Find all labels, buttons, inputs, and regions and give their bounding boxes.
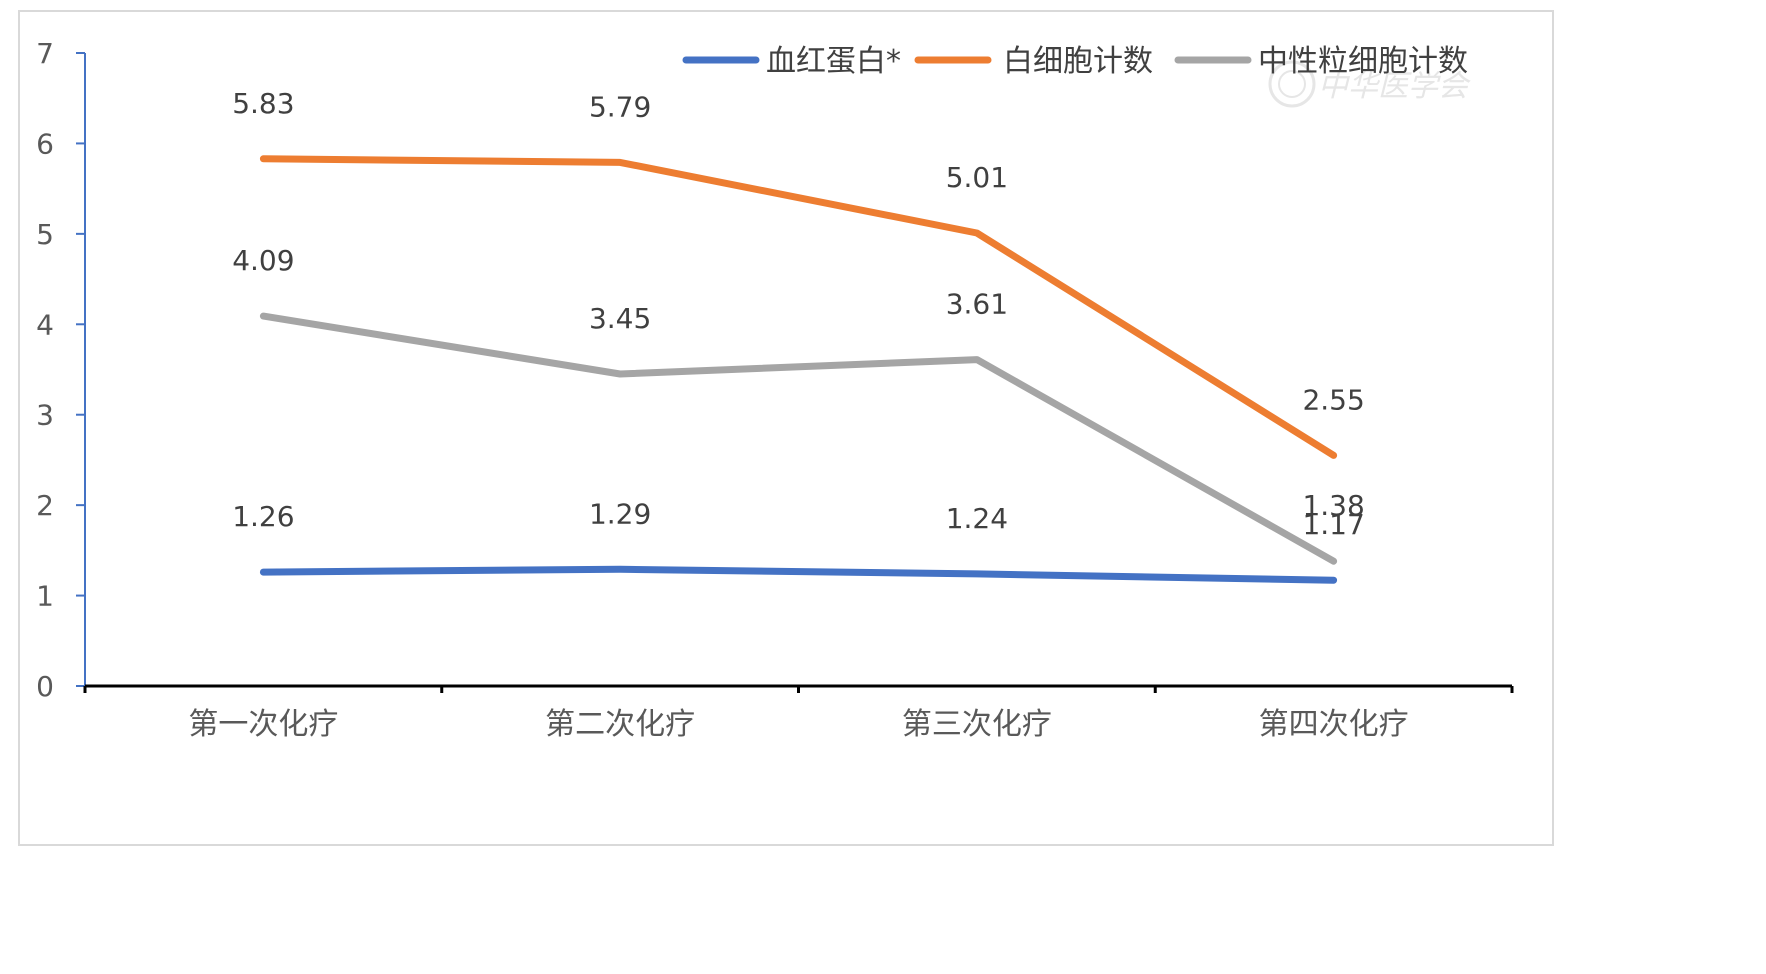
series-line-2 — [259, 312, 1338, 565]
data-label: 5.01 — [946, 161, 1008, 194]
data-label: 2.55 — [1302, 383, 1364, 416]
y-tick-label: 7 — [36, 37, 54, 70]
data-label: 1.24 — [946, 502, 1008, 535]
legend-label: 中性粒细胞计数 — [1258, 44, 1468, 79]
series-line-0 — [259, 565, 1338, 584]
y-tick-label: 5 — [36, 218, 54, 251]
data-label: 1.26 — [232, 500, 294, 533]
x-category-label: 第二次化疗 — [545, 707, 695, 742]
y-tick-label: 4 — [36, 308, 54, 341]
x-category-label: 第四次化疗 — [1259, 707, 1409, 742]
x-category-label: 第三次化疗 — [902, 707, 1052, 742]
y-tick-label: 6 — [36, 127, 54, 160]
data-label: 5.79 — [589, 90, 651, 123]
data-label: 5.83 — [232, 87, 294, 120]
legend-label: 白细胞计数 — [1003, 44, 1153, 79]
legend: 血红蛋白* 白细胞计数 中性粒细胞计数 — [682, 44, 1468, 79]
axes: 0 1 2 3 4 5 6 7 第一次化疗 第二次化疗 第三次化疗 第四次化疗 — [36, 37, 1514, 742]
data-label: 3.45 — [589, 302, 651, 335]
data-label: 1.17 — [1302, 508, 1364, 541]
legend-label: 血红蛋白* — [766, 44, 901, 79]
data-label: 1.29 — [589, 497, 651, 530]
series-line-1 — [259, 155, 1338, 459]
data-label: 1.38 — [1302, 489, 1364, 522]
x-category-label: 第一次化疗 — [188, 707, 338, 742]
data-labels: 1.26 1.29 1.24 1.17 5.83 5.79 5.01 2.55 4.09 3.45… — [232, 87, 1365, 541]
y-tick-label: 1 — [36, 580, 54, 613]
svg-text:中华医学会: 中华医学会 — [1318, 69, 1471, 104]
chart-frame — [18, 10, 1554, 846]
y-tick-label: 2 — [36, 489, 54, 522]
data-label: 4.09 — [232, 244, 294, 277]
series-lines — [259, 155, 1338, 584]
y-tick-label: 0 — [36, 670, 54, 703]
y-tick-label: 3 — [36, 399, 54, 432]
data-label: 3.61 — [946, 288, 1008, 321]
watermark-logo: 中华医学会 — [1268, 60, 1471, 108]
